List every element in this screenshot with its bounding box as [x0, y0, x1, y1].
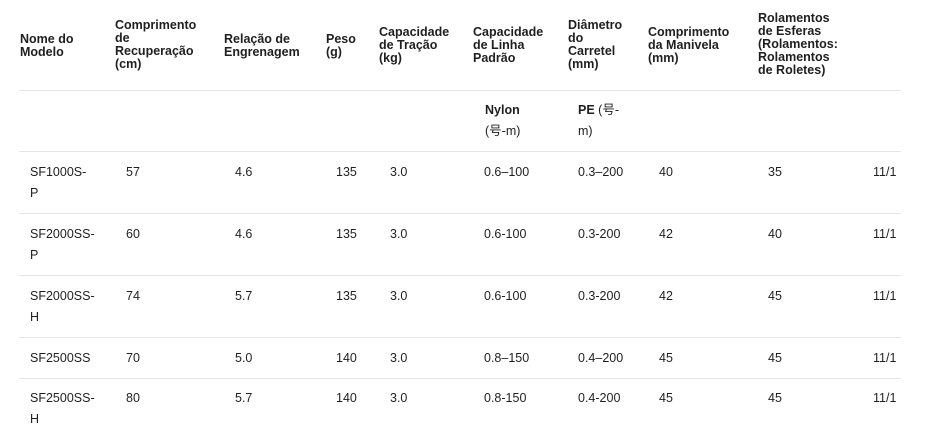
cell-retrieve: 57	[126, 165, 140, 179]
cell-pe: 0.4-200	[578, 391, 621, 405]
header-gear-ratio: Relação de Engrenagem	[224, 32, 300, 59]
cell-pe: 0.3–200	[578, 165, 624, 179]
cell-nylon: 0.6–100	[484, 165, 530, 179]
cell-bearings: 11/1	[873, 165, 897, 179]
cell-nylon: 0.6-100	[484, 227, 527, 241]
divider	[19, 90, 901, 91]
cell-gear: 4.6	[235, 227, 253, 241]
cell-spool: 45	[659, 391, 673, 405]
cell-bearings: 11/1	[873, 351, 897, 365]
header-drag: Capacidade de Tração (kg)	[379, 25, 450, 65]
cell-drag: 3.0	[390, 289, 408, 303]
cell-weight: 135	[336, 227, 357, 241]
cell-spool: 42	[659, 227, 673, 241]
cell-handle: 45	[768, 351, 782, 365]
cell-model: SF1000S- P	[30, 165, 87, 200]
cell-model: SF2500SS	[30, 351, 91, 365]
cell-spool: 40	[659, 165, 673, 179]
cell-gear: 4.6	[235, 165, 253, 179]
cell-pe: 0.4–200	[578, 351, 624, 365]
cell-spool: 45	[659, 351, 673, 365]
nylon-label: Nylon	[485, 103, 520, 117]
cell-handle: 35	[768, 165, 782, 179]
cell-nylon: 0.8-150	[484, 391, 527, 405]
cell-gear: 5.7	[235, 289, 253, 303]
pe-unit-a: (号-	[594, 103, 619, 117]
cell-nylon: 0.8–150	[484, 351, 530, 365]
cell-weight: 140	[336, 351, 357, 365]
cell-bearings: 11/1	[873, 289, 897, 303]
subheader-nylon: Nylon (号-m)	[485, 100, 520, 142]
cell-gear: 5.0	[235, 351, 253, 365]
cell-pe: 0.3-200	[578, 289, 621, 303]
cell-weight: 135	[336, 165, 357, 179]
cell-retrieve: 60	[126, 227, 140, 241]
cell-model: SF2000SS- H	[30, 289, 95, 324]
cell-drag: 3.0	[390, 391, 408, 405]
cell-model: SF2500SS- H	[30, 391, 95, 426]
cell-retrieve: 70	[126, 351, 140, 365]
header-retrieve: Comprimento de Recuperação (cm)	[115, 18, 197, 71]
subheader-pe: PE (号- m)	[578, 100, 619, 142]
divider	[19, 378, 901, 379]
cell-handle: 45	[768, 391, 782, 405]
cell-weight: 140	[336, 391, 357, 405]
cell-pe: 0.3-200	[578, 227, 621, 241]
cell-drag: 3.0	[390, 351, 408, 365]
cell-nylon: 0.6-100	[484, 289, 527, 303]
divider	[19, 275, 901, 276]
cell-retrieve: 74	[126, 289, 140, 303]
divider	[19, 151, 901, 152]
cell-drag: 3.0	[390, 227, 408, 241]
cell-retrieve: 80	[126, 391, 140, 405]
cell-model: SF2000SS- P	[30, 227, 95, 262]
header-model: Nome do Modelo	[20, 32, 74, 59]
cell-gear: 5.7	[235, 391, 253, 405]
cell-weight: 135	[336, 289, 357, 303]
cell-spool: 42	[659, 289, 673, 303]
header-spool-diameter: Diâmetro do Carretel (mm)	[568, 18, 623, 71]
cell-handle: 40	[768, 227, 782, 241]
nylon-unit: (号-m)	[485, 124, 521, 138]
cell-drag: 3.0	[390, 165, 408, 179]
header-line-capacity: Capacidade de Linha Padrão	[473, 25, 544, 65]
pe-unit-b: m)	[578, 124, 593, 138]
pe-label: PE	[578, 103, 595, 117]
cell-handle: 45	[768, 289, 782, 303]
header-weight: Peso (g)	[326, 32, 356, 59]
divider	[19, 337, 901, 338]
header-bearings: Rolamentos de Esferas (Rolamentos: Rolam…	[758, 11, 838, 77]
divider	[19, 213, 901, 214]
cell-bearings: 11/1	[873, 227, 897, 241]
cell-bearings: 11/1	[873, 391, 897, 405]
header-handle-length: Comprimento da Manivela (mm)	[648, 25, 730, 65]
